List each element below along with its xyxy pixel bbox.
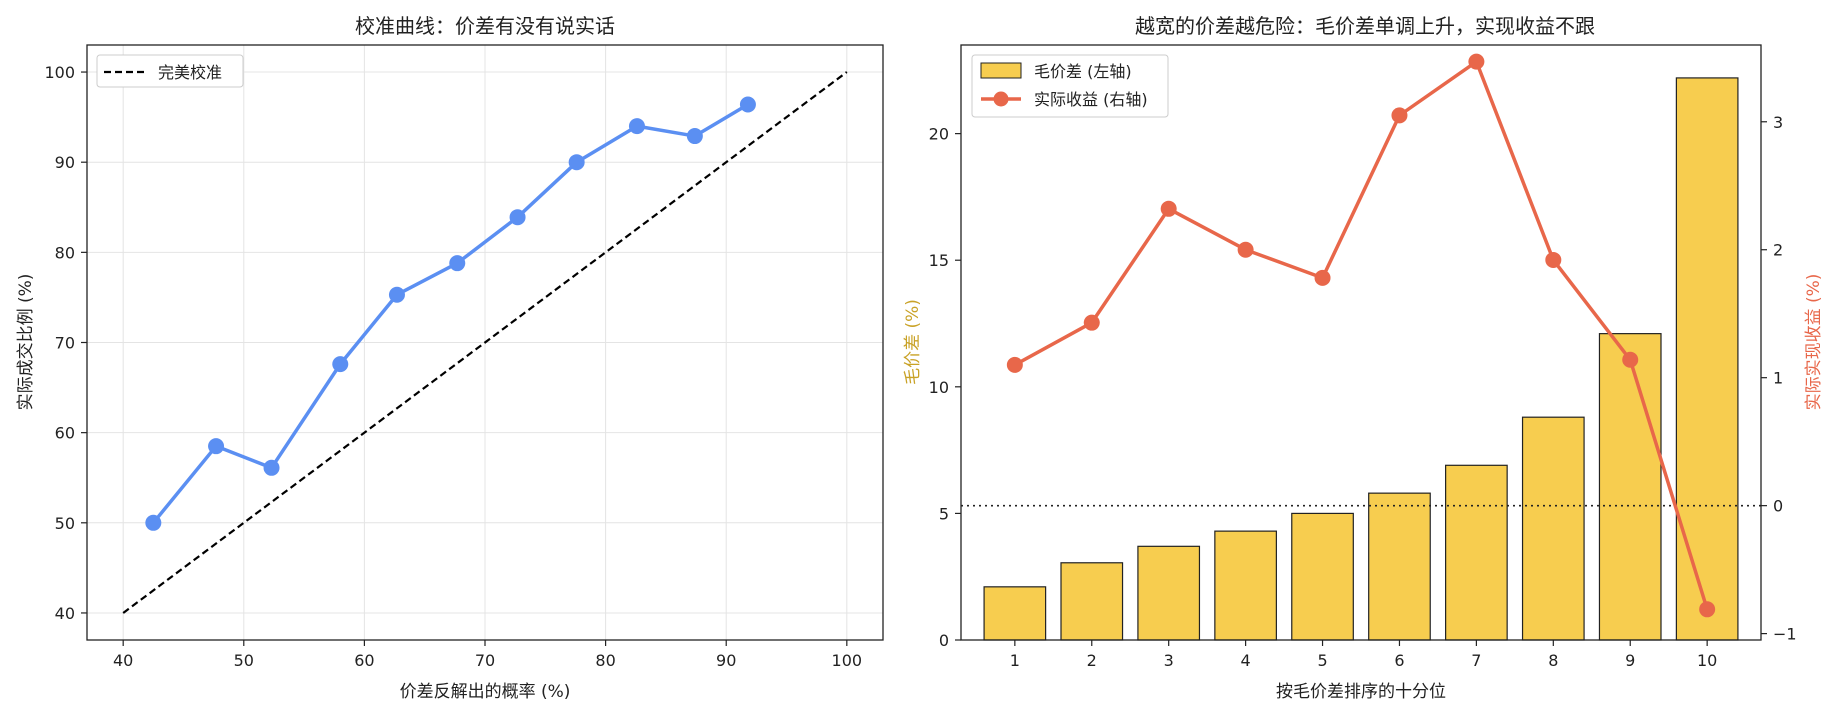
realized-return-point [1622,351,1639,368]
gross-spread-y-tick-label: 0 [939,631,949,650]
calibration-chart: 校准曲线：价差有没有说实话 40 50 60 70 80 90 100 40 50 60 70 80 9… [16,14,884,702]
calibration-point [686,128,703,145]
decile-x-tick-label: 4 [1241,651,1251,670]
spread-decile-x-axis-label: 按毛价差排序的十分位 [1276,682,1446,702]
realized-return-axis-label: 实际实现收益 (%) [1804,274,1824,411]
spread-decile-chart-title: 越宽的价差越危险：毛价差单调上升，实现收益不跟 [1135,14,1595,38]
realized-return-point [1545,251,1562,268]
calibration-x-tick-label: 50 [234,651,254,670]
realized-return-point [1083,314,1100,331]
gross-spread-bar [1214,530,1277,641]
calibration-point [509,209,526,226]
calibration-grid [87,45,883,640]
decile-x-tick-label: 9 [1625,651,1635,670]
realized-return-series [1006,53,1716,618]
gross-spread-legend-swatch [980,62,1022,79]
calibration-point [388,286,405,303]
realized-return-y-tick-label: 2 [1773,241,1783,260]
calibration-y-tick-label: 60 [55,424,75,443]
calibration-x-tick-label: 80 [595,651,615,670]
calibration-y-tick-label: 50 [55,514,75,533]
spread-decile-legend: 毛价差 (左轴) 实际收益 (右轴) [971,54,1169,118]
calibration-x-tick-label: 60 [354,651,374,670]
calibration-y-tick-label: 70 [55,334,75,353]
calibration-chart-title: 校准曲线：价差有没有说实话 [355,14,615,38]
spread-decile-ticks: 1 2 3 4 5 6 7 8 9 10 0 5 10 15 20 −1 0 1 2 3 [929,113,1797,670]
gross-spread-bar [1675,77,1739,641]
calibration-x-tick-label: 70 [475,651,495,670]
perfect-calibration-line [122,71,848,614]
realized-return-point [1468,53,1485,70]
realized-return-line [1014,59,1709,610]
realized-return-point [1160,200,1177,217]
realized-return-legend-label: 实际收益 (右轴) [1034,90,1148,109]
realized-return-y-tick-label: 0 [1773,497,1783,516]
gross-spread-bar [1521,416,1585,641]
gross-spread-bar [1598,333,1662,641]
gross-spread-bar [1291,512,1354,641]
realized-return-y-tick-label: −1 [1773,625,1797,644]
realized-return-point [1006,356,1023,373]
gross-spread-bar [1445,464,1508,641]
gross-spread-axis-label: 毛价差 (%) [903,299,923,385]
decile-x-tick-label: 3 [1164,651,1174,670]
calibration-point [568,154,585,171]
calibration-legend: 完美校准 [96,54,244,88]
decile-x-tick-label: 1 [1010,651,1020,670]
calibration-y-tick-label: 40 [55,604,75,623]
decile-x-tick-label: 8 [1548,651,1558,670]
spread-decile-plot-frame [960,44,1762,641]
decile-x-tick-label: 6 [1394,651,1404,670]
perfect-calibration-legend-label: 完美校准 [158,63,222,82]
spread-decile-chart: 越宽的价差越危险：毛价差单调上升，实现收益不跟 1 2 3 4 5 6 7 8 9 1005101… [903,14,1824,702]
gross-spread-bar [1368,492,1431,641]
gross-spread-bar [1060,562,1124,641]
calibration-point [628,118,645,135]
calibration-legend-box [96,54,244,88]
decile-x-tick-label: 7 [1471,651,1481,670]
gross-spread-bar [1137,545,1201,641]
calibration-x-tick-label: 100 [832,651,863,670]
calibration-point [145,514,162,531]
calibration-point [332,356,349,373]
calibration-y-axis-label: 实际成交比例 (%) [16,274,36,411]
calibration-point [449,255,466,272]
calibration-y-tick-label: 80 [55,243,75,262]
calibration-y-tick-label: 90 [55,153,75,172]
calibration-series [122,71,848,614]
realized-return-point [1391,107,1408,124]
realized-return-legend-marker [993,91,1009,107]
gross-spread-bar [983,586,1047,641]
decile-x-tick-label: 5 [1317,651,1327,670]
realized-return-point [1237,241,1254,258]
decile-x-tick-label: 10 [1697,651,1717,670]
realized-return-y-tick-label: 3 [1773,113,1783,132]
calibration-point [208,438,225,455]
calibration-point [739,96,756,113]
calibration-line [151,102,749,524]
decile-x-tick-label: 2 [1087,651,1097,670]
realized-return-y-tick-label: 1 [1773,369,1783,388]
gross-spread-y-tick-label: 20 [929,125,949,144]
calibration-ticks: 40 50 60 70 80 90 100 40 50 60 70 80 90 100 [44,63,862,670]
gross-spread-legend-label: 毛价差 (左轴) [1034,62,1132,81]
calibration-x-axis-label: 价差反解出的概率 (%) [400,682,571,702]
calibration-x-tick-label: 40 [113,651,133,670]
realized-return-point [1314,269,1331,286]
calibration-y-tick-label: 100 [44,63,75,82]
calibration-x-tick-label: 90 [716,651,736,670]
calibration-point [263,459,280,476]
gross-spread-y-tick-label: 15 [929,251,949,270]
gross-spread-y-tick-label: 10 [929,378,949,397]
gross-spread-y-tick-label: 5 [939,504,949,523]
realized-return-point [1699,601,1716,618]
